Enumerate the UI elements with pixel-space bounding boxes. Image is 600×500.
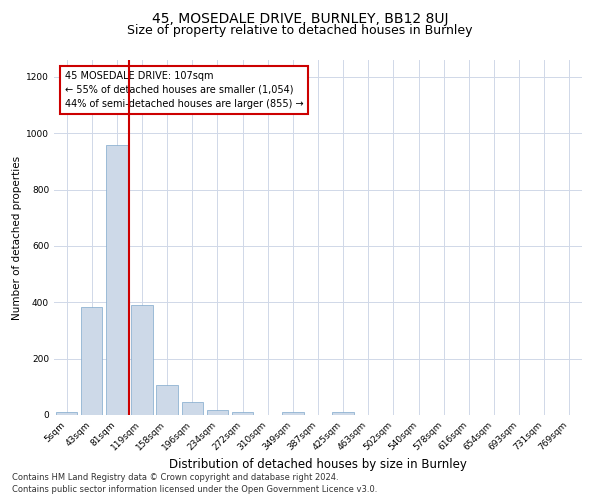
Bar	[207, 410, 228, 415]
Bar	[182, 402, 203, 415]
Text: Size of property relative to detached houses in Burnley: Size of property relative to detached ho…	[127, 24, 473, 37]
X-axis label: Distribution of detached houses by size in Burnley: Distribution of detached houses by size …	[169, 458, 467, 470]
Bar	[56, 412, 77, 415]
Bar	[157, 386, 178, 415]
Bar	[81, 306, 103, 415]
Bar	[131, 305, 152, 415]
Bar	[106, 144, 128, 415]
Bar	[282, 412, 304, 415]
Y-axis label: Number of detached properties: Number of detached properties	[12, 156, 22, 320]
Text: 45, MOSEDALE DRIVE, BURNLEY, BB12 8UJ: 45, MOSEDALE DRIVE, BURNLEY, BB12 8UJ	[152, 12, 448, 26]
Text: 45 MOSEDALE DRIVE: 107sqm
← 55% of detached houses are smaller (1,054)
44% of se: 45 MOSEDALE DRIVE: 107sqm ← 55% of detac…	[65, 70, 303, 108]
Bar	[232, 412, 253, 415]
Text: Contains public sector information licensed under the Open Government Licence v3: Contains public sector information licen…	[12, 485, 377, 494]
Bar	[332, 412, 354, 415]
Text: Contains HM Land Registry data © Crown copyright and database right 2024.: Contains HM Land Registry data © Crown c…	[12, 474, 338, 482]
